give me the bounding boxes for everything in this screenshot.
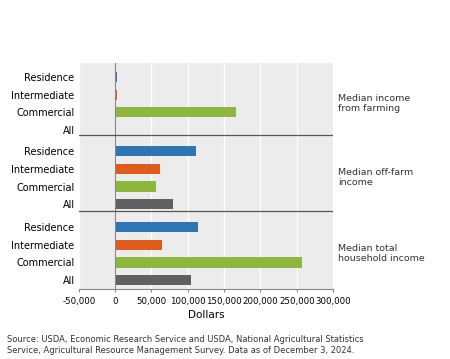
- Bar: [115, 181, 157, 192]
- Text: Source: USDA, Economic Research Service and USDA, National Agricultural Statisti: Source: USDA, Economic Research Service …: [7, 335, 364, 355]
- Bar: [115, 146, 197, 156]
- Bar: [115, 199, 173, 209]
- Bar: [115, 257, 302, 267]
- Bar: [115, 89, 117, 100]
- Bar: [115, 107, 236, 117]
- Bar: [115, 240, 162, 250]
- Bar: [115, 125, 117, 135]
- Bar: [115, 164, 160, 174]
- Bar: [115, 72, 117, 82]
- Text: Median farm income, off-farm income, and total income of U.S. farm
households, b: Median farm income, off-farm income, and…: [7, 17, 448, 40]
- Text: Median off-farm
income: Median off-farm income: [338, 168, 414, 187]
- X-axis label: Dollars: Dollars: [188, 310, 224, 320]
- Text: Median income
from farming: Median income from farming: [338, 94, 410, 113]
- Bar: [115, 222, 198, 232]
- Text: Median total
household income: Median total household income: [338, 244, 425, 264]
- Bar: [115, 275, 191, 285]
